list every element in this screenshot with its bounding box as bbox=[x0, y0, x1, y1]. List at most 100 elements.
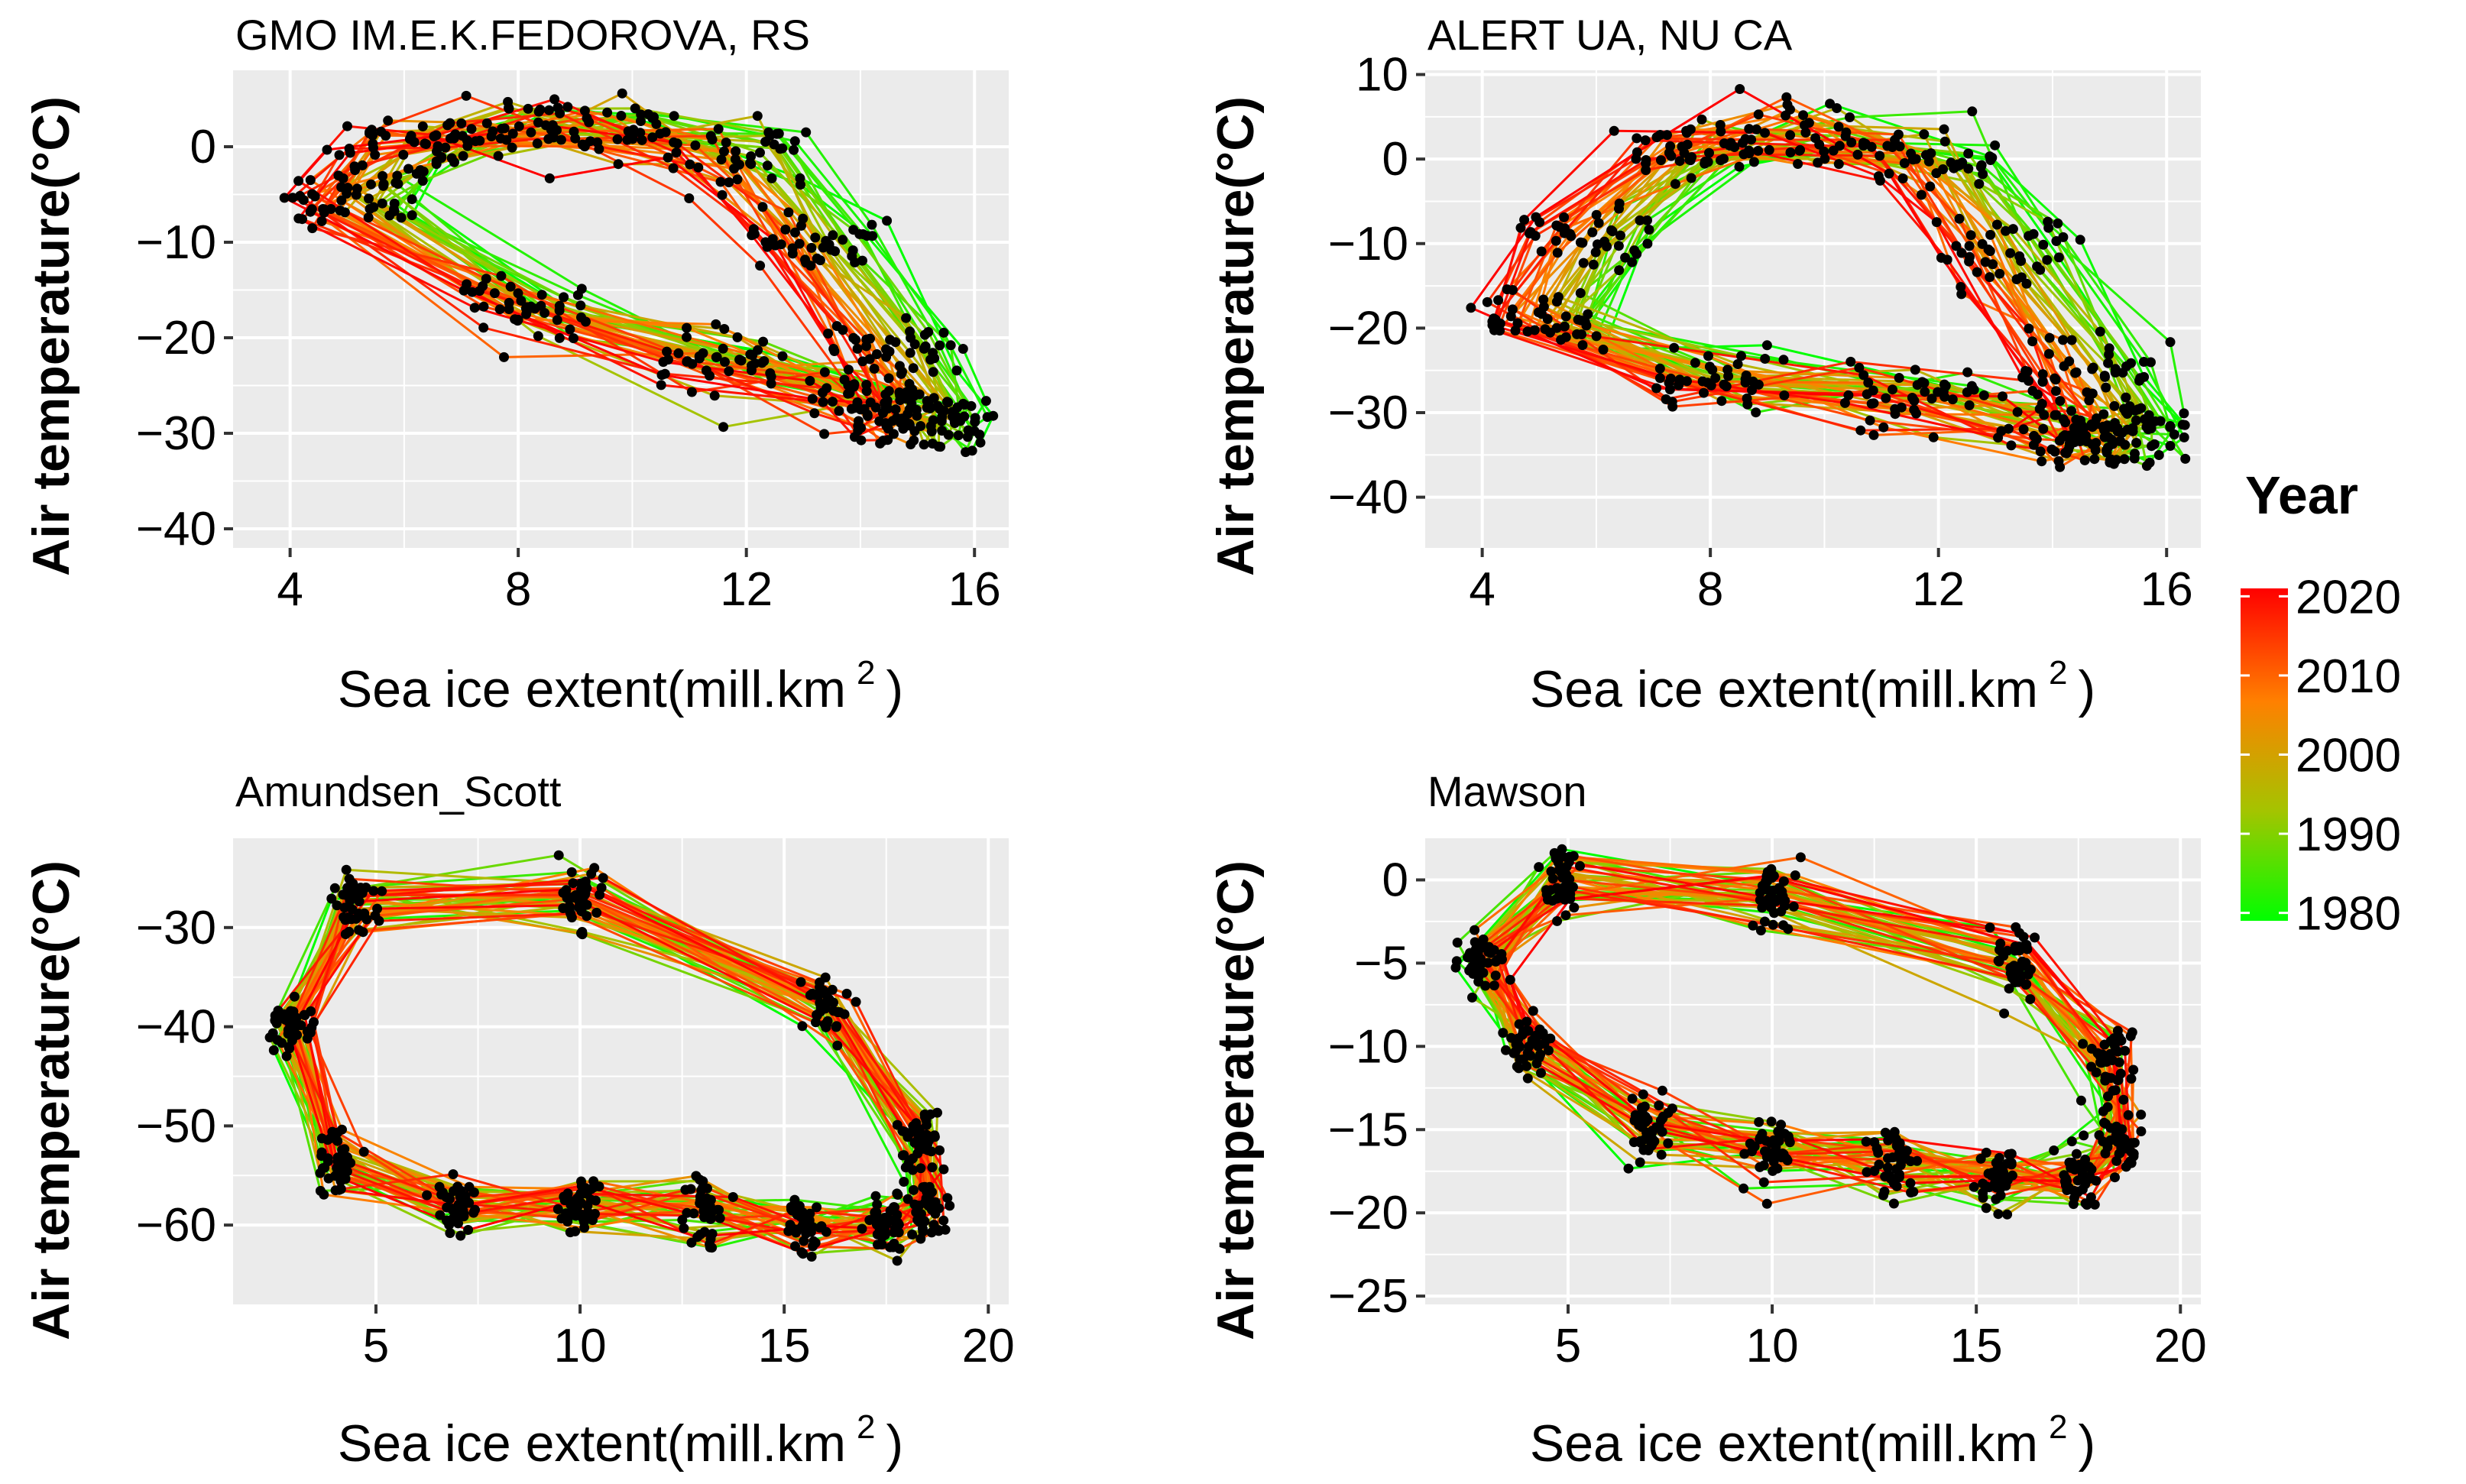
x-tick-label: 10 bbox=[554, 1320, 607, 1372]
data-point bbox=[805, 375, 815, 386]
data-point bbox=[1919, 129, 1930, 140]
data-point bbox=[890, 337, 901, 348]
data-point bbox=[901, 313, 912, 323]
data-point bbox=[332, 1156, 343, 1167]
data-point bbox=[309, 191, 320, 202]
data-point bbox=[2032, 261, 2043, 272]
data-point bbox=[857, 255, 867, 266]
data-point bbox=[1496, 949, 1507, 959]
data-point bbox=[755, 147, 765, 158]
data-point bbox=[711, 319, 721, 329]
data-point bbox=[1761, 1136, 1771, 1146]
data-point bbox=[1632, 147, 1642, 157]
data-point bbox=[1861, 1136, 1871, 1147]
y-tick-label: −15 bbox=[1328, 1103, 1408, 1156]
data-point bbox=[2037, 369, 2048, 380]
data-point bbox=[1575, 288, 1586, 298]
data-point bbox=[2133, 404, 2144, 415]
data-point bbox=[790, 1241, 800, 1252]
data-point bbox=[1719, 379, 1729, 390]
data-point bbox=[554, 300, 565, 311]
data-point bbox=[857, 356, 868, 367]
data-point bbox=[1642, 238, 1653, 249]
data-point bbox=[862, 410, 873, 421]
y-tick-label: 0 bbox=[1382, 133, 1408, 186]
data-point bbox=[2055, 396, 2066, 407]
data-point bbox=[880, 389, 891, 400]
data-point bbox=[357, 160, 368, 170]
x-axis-ticks: 4 8 12 16 bbox=[1469, 548, 2193, 616]
data-point bbox=[2037, 456, 2047, 467]
data-point bbox=[1962, 367, 1973, 377]
data-point bbox=[342, 188, 352, 199]
data-point bbox=[1881, 393, 1891, 403]
data-point bbox=[2165, 421, 2176, 431]
data-point bbox=[729, 164, 740, 174]
data-point bbox=[553, 850, 564, 860]
data-point bbox=[1761, 1198, 1772, 1209]
data-point bbox=[938, 1215, 949, 1226]
data-point bbox=[1910, 365, 1920, 375]
data-point bbox=[302, 1026, 313, 1037]
data-point bbox=[1997, 1162, 2007, 1173]
data-point bbox=[1954, 213, 1965, 224]
data-point bbox=[980, 396, 991, 407]
data-point bbox=[1729, 142, 1740, 152]
data-point bbox=[1591, 331, 1602, 342]
data-point bbox=[1951, 241, 1962, 251]
data-point bbox=[2010, 941, 2020, 952]
data-point bbox=[1552, 248, 1563, 258]
data-point bbox=[823, 329, 834, 339]
data-point bbox=[1997, 947, 2007, 957]
data-point bbox=[656, 380, 666, 390]
data-point bbox=[1788, 901, 1799, 912]
data-point bbox=[2068, 1199, 2079, 1210]
data-point bbox=[720, 357, 730, 368]
data-point bbox=[926, 426, 937, 437]
data-point bbox=[2101, 382, 2111, 393]
data-point bbox=[616, 111, 627, 121]
data-point bbox=[857, 229, 868, 239]
data-point bbox=[613, 159, 624, 170]
y-tick-label: 0 bbox=[190, 121, 216, 173]
x-tick-label: 8 bbox=[1697, 563, 1723, 616]
data-point bbox=[1759, 916, 1770, 927]
data-point bbox=[544, 173, 555, 183]
chart-panel-amundsen-scott: Amundsen_Scott −60 −50 −40 −30 5 10 15 20 Air … bbox=[22, 767, 1015, 1473]
y-tick-label: −10 bbox=[1328, 218, 1408, 271]
data-point bbox=[2066, 406, 2077, 416]
panel-title: GMO IM.E.K.FEDOROVA, RS bbox=[235, 11, 810, 59]
data-point bbox=[1894, 1146, 1905, 1157]
data-point bbox=[1593, 218, 1604, 228]
data-point bbox=[572, 290, 583, 300]
data-point bbox=[801, 127, 812, 138]
data-point bbox=[1663, 1138, 1674, 1149]
data-point bbox=[1755, 895, 1765, 906]
data-point bbox=[1716, 155, 1726, 166]
data-point bbox=[455, 1230, 466, 1241]
data-point bbox=[843, 380, 854, 390]
data-point bbox=[1845, 112, 1855, 122]
data-point bbox=[810, 232, 821, 243]
data-point bbox=[2016, 256, 2027, 266]
legend-tick-label: 2020 bbox=[2296, 571, 2401, 624]
data-point bbox=[351, 190, 361, 200]
data-point bbox=[573, 1194, 584, 1204]
data-point bbox=[815, 977, 825, 988]
data-point bbox=[406, 131, 416, 141]
data-point bbox=[510, 314, 520, 325]
data-point bbox=[1510, 326, 1521, 336]
y-tick-label: −30 bbox=[1328, 387, 1408, 439]
data-point bbox=[1785, 130, 1796, 141]
data-point bbox=[686, 387, 697, 397]
data-point bbox=[2105, 1035, 2116, 1046]
data-point bbox=[602, 107, 613, 118]
y-tick-label: −40 bbox=[136, 1001, 216, 1054]
data-point bbox=[533, 117, 543, 128]
data-point bbox=[2078, 1038, 2088, 1049]
data-point bbox=[677, 1215, 688, 1225]
data-point bbox=[1757, 902, 1768, 913]
data-point bbox=[909, 339, 920, 349]
data-point bbox=[1785, 147, 1796, 157]
data-point bbox=[1541, 885, 1551, 896]
